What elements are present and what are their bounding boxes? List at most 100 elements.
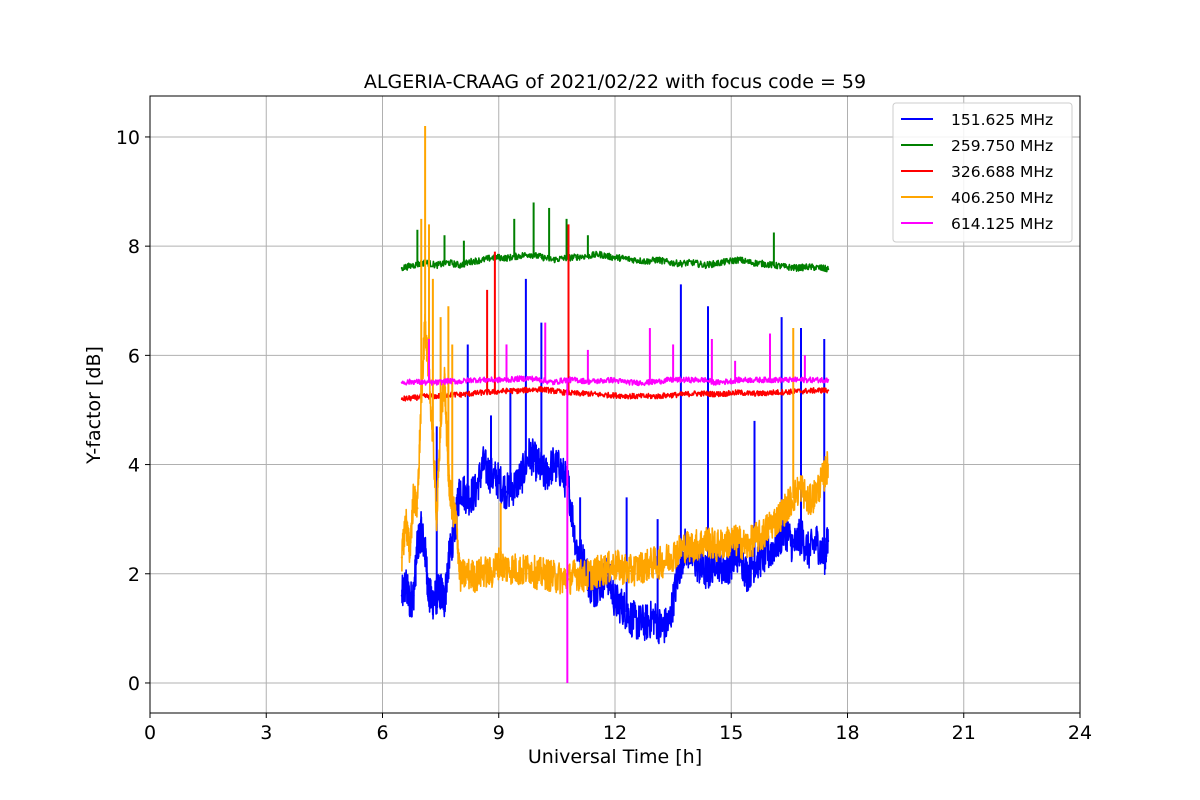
data-point: [668, 378, 671, 382]
data-point: [753, 537, 756, 540]
data-point: [637, 621, 640, 625]
data-point: [745, 572, 748, 575]
data-point: [424, 381, 427, 384]
x-tick-label: 6: [376, 722, 388, 744]
data-point: [714, 262, 717, 265]
data-point: [796, 390, 799, 393]
data-point: [668, 394, 671, 397]
x-tick-label: 3: [260, 722, 272, 744]
data-point: [827, 267, 830, 271]
data-point: [408, 550, 411, 554]
series-line: [401, 250, 829, 273]
series-3: [400, 224, 830, 402]
data-point: [652, 616, 655, 619]
data-point: [482, 391, 485, 394]
data-point: [633, 258, 636, 261]
data-point: [528, 388, 531, 391]
y-axis-label: Y-factor [dB]: [83, 346, 105, 465]
data-point: [505, 257, 508, 260]
legend-label: 151.625 MHz: [951, 111, 1053, 129]
data-point: [466, 572, 469, 575]
data-point: [660, 627, 663, 630]
data-point: [408, 599, 411, 603]
data-point: [737, 539, 741, 543]
data-point: [656, 258, 659, 261]
data-point: [528, 567, 531, 570]
data-point: [582, 575, 586, 578]
data-point: [714, 381, 717, 384]
data-point: [598, 253, 601, 256]
data-point: [590, 572, 593, 575]
data-point: [722, 542, 725, 545]
data-point: [796, 378, 799, 382]
data-point: [819, 389, 822, 392]
data-point: [668, 261, 671, 264]
y-tick-label: 8: [128, 236, 140, 258]
data-point: [621, 394, 624, 397]
data-point: [482, 378, 485, 382]
data-point: [489, 572, 493, 575]
data-point: [610, 378, 613, 382]
data-point: [691, 545, 694, 548]
data-point: [551, 258, 555, 261]
data-point: [497, 479, 500, 483]
data-point: [610, 255, 613, 259]
data-point: [435, 518, 438, 521]
data-point: [703, 378, 706, 382]
data-point: [807, 550, 810, 554]
data-point: [439, 589, 442, 592]
data-point: [470, 392, 473, 395]
series-line: [401, 385, 829, 402]
data-point: [792, 545, 795, 548]
data-point: [606, 567, 609, 570]
series-1: [400, 278, 830, 645]
data-point: [679, 393, 682, 396]
data-point: [691, 261, 694, 264]
data-point: [699, 542, 702, 545]
data-point: [772, 391, 775, 394]
data-point: [706, 539, 710, 543]
data-point: [621, 605, 624, 608]
data-point: [652, 561, 655, 564]
data-point: [443, 599, 446, 603]
data-point: [613, 564, 617, 567]
data-point: [749, 261, 752, 264]
data-point: [660, 561, 663, 564]
legend-label: 406.250 MHz: [951, 189, 1053, 207]
data-point: [633, 395, 636, 398]
data-point: [455, 518, 458, 521]
data-point: [482, 258, 485, 261]
data-point: [517, 389, 520, 392]
data-point: [784, 528, 787, 532]
data-point: [621, 257, 624, 260]
data-point: [827, 389, 830, 392]
data-point: [819, 378, 822, 382]
data-point: [520, 474, 524, 477]
data-point: [823, 474, 826, 477]
data-point: [404, 583, 407, 586]
series-5: [400, 322, 830, 683]
data-point: [726, 260, 729, 263]
data-point: [443, 376, 446, 379]
data-point: [575, 545, 578, 548]
legend-label: 614.125 MHz: [951, 215, 1053, 233]
data-point: [726, 380, 729, 383]
data-point: [551, 463, 555, 466]
data-point: [540, 255, 543, 259]
data-point: [749, 392, 752, 395]
data-point: [505, 490, 508, 493]
x-tick-label: 15: [719, 722, 743, 744]
data-point: [827, 463, 830, 466]
data-point: [598, 569, 601, 573]
data-point: [629, 569, 632, 573]
data-point: [613, 599, 617, 603]
data-point: [703, 264, 706, 267]
data-point: [497, 561, 500, 564]
data-point: [575, 572, 578, 575]
data-point: [761, 534, 764, 537]
x-tick-label: 21: [952, 722, 976, 744]
series-line: [401, 375, 829, 387]
data-point: [815, 539, 818, 543]
data-point: [412, 264, 415, 267]
